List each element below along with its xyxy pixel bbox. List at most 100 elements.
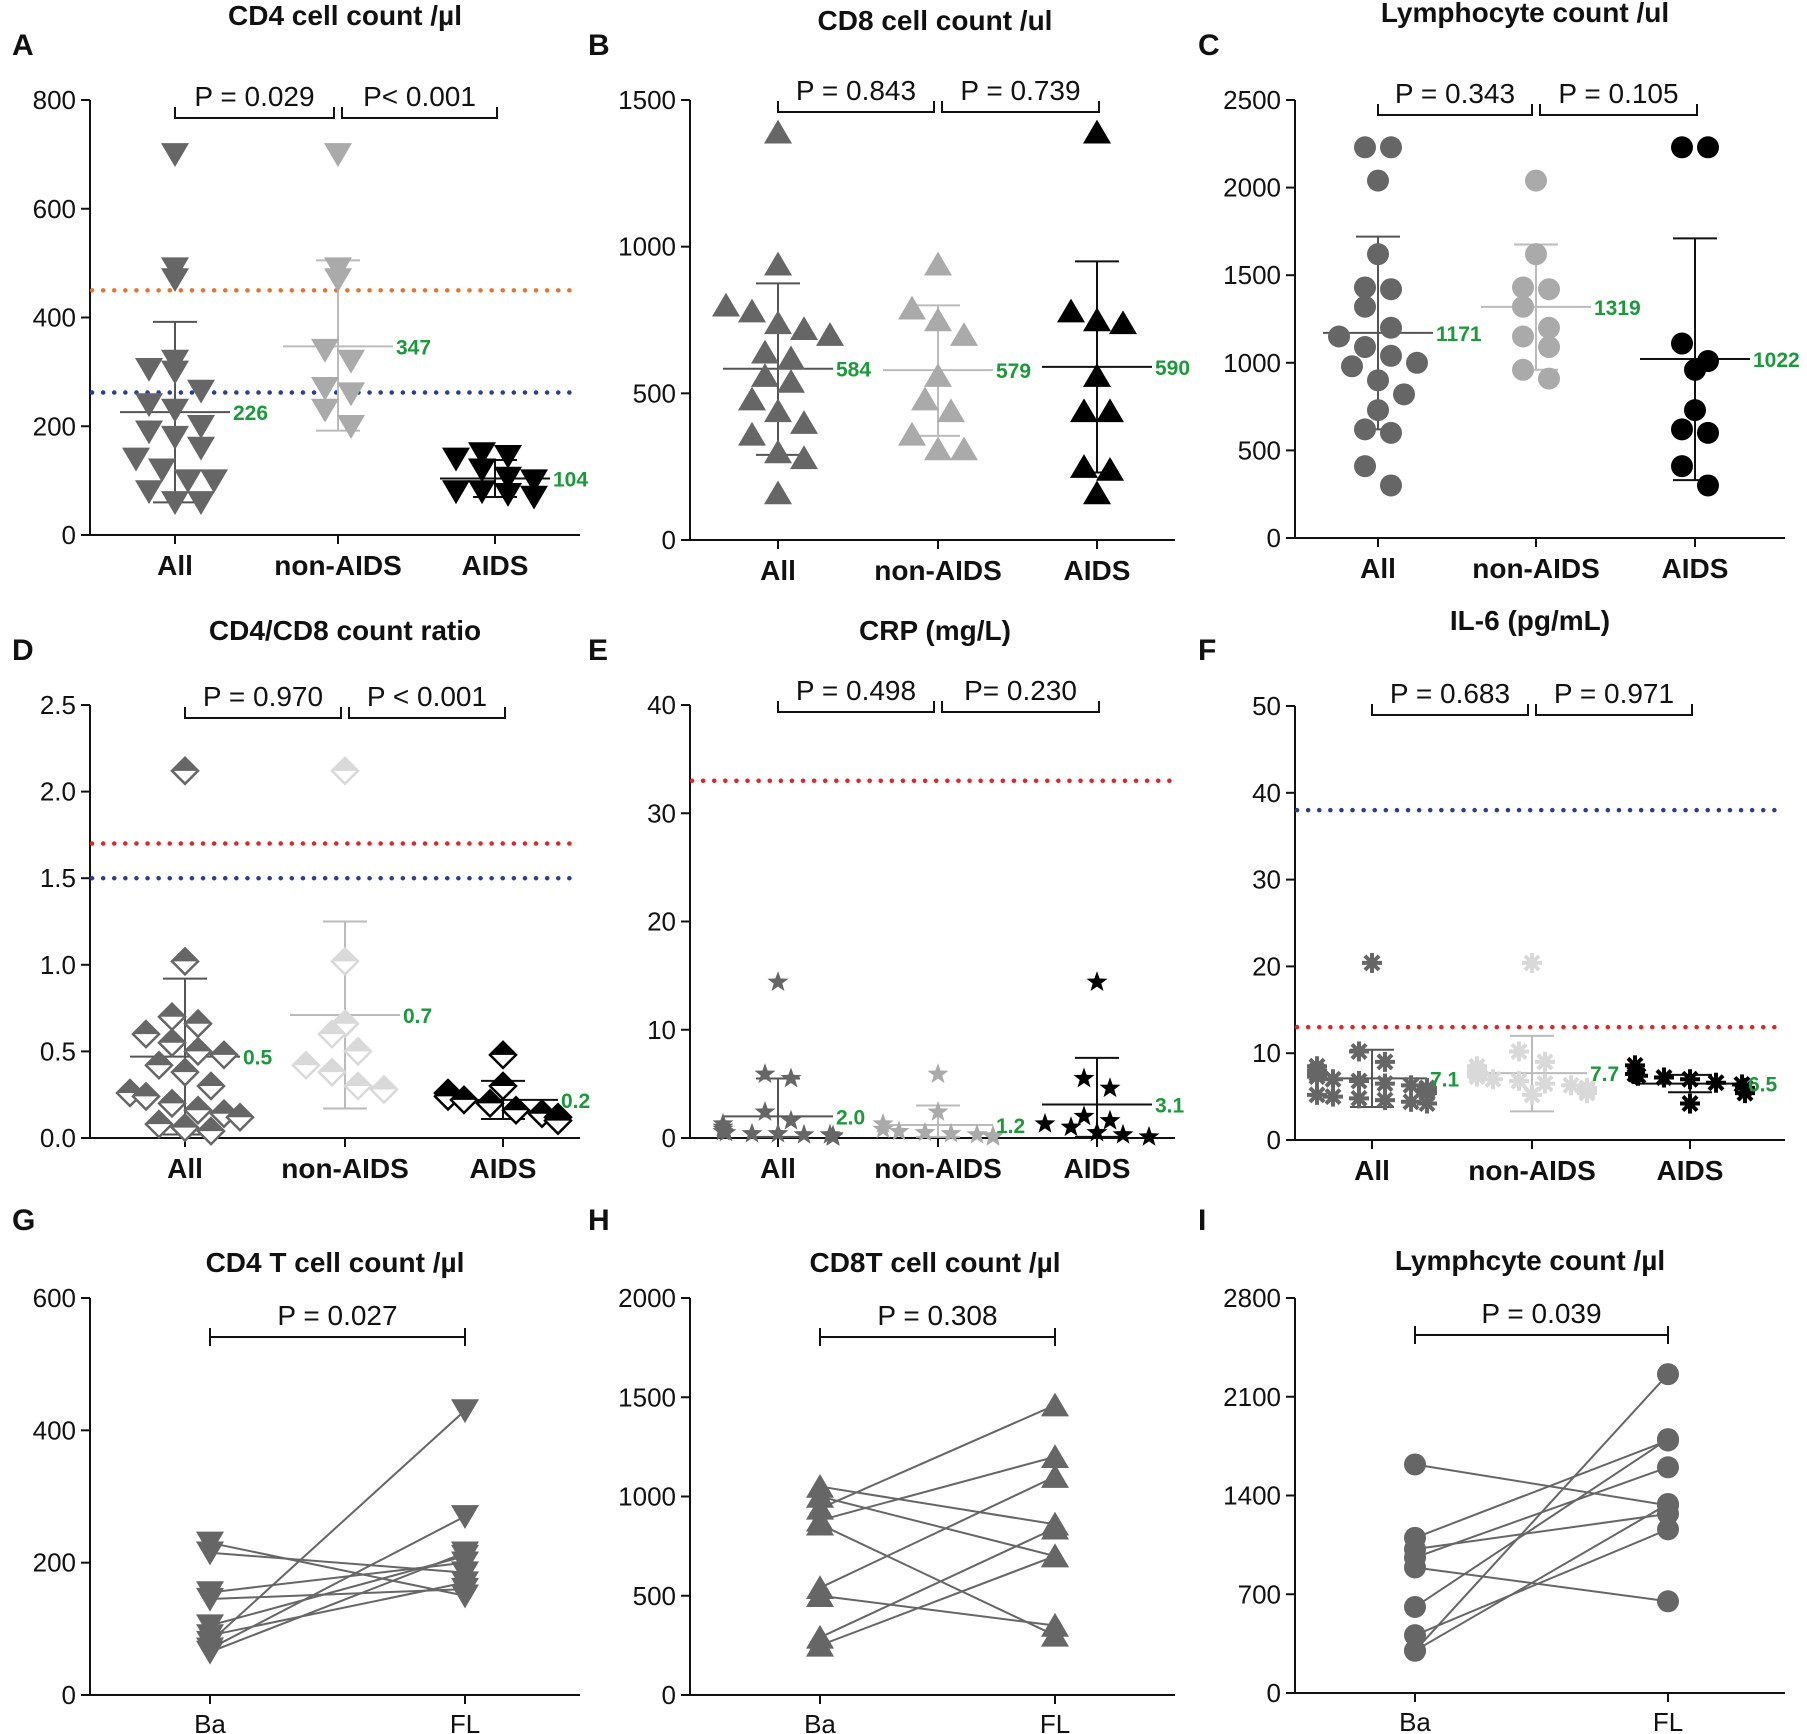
data-point: [1349, 1088, 1369, 1109]
data-point: [131, 1081, 161, 1112]
panel-title: CD8 cell count /ul: [818, 5, 1053, 36]
data-point: [144, 1109, 174, 1139]
paired-subject: [806, 1543, 1069, 1657]
data-point: [225, 1102, 255, 1132]
panel-E: E CRP (mg/L) 0 10 20 30 40 All non-AIDS AIDS 2.0 1.…: [588, 615, 1185, 1184]
data-point: [157, 1088, 187, 1119]
y-tick-label: 700: [1238, 1579, 1281, 1609]
data-point-stroke: [1562, 1076, 1580, 1094]
y-tick-label: 0: [1267, 1125, 1281, 1155]
series-all: 7.1: [1307, 952, 1460, 1114]
data-point: [1380, 474, 1402, 497]
data-point-top: [332, 948, 358, 962]
x-category-label: non-AIDS: [1472, 553, 1600, 584]
data-point-stroke: [1655, 1069, 1673, 1086]
data-point: [754, 1063, 776, 1083]
y-tick-label: 2500: [1223, 85, 1281, 115]
series-aids: 590: [1042, 119, 1190, 505]
data-point-stroke: [1523, 1086, 1541, 1104]
panel-F: F IL-6 (pg/mL) 0 10 20 30 40 50 All non-AIDS AIDS 7…: [1198, 605, 1788, 1186]
data-point: [1354, 336, 1376, 359]
data-point: [1367, 169, 1389, 192]
data-point: [1354, 136, 1376, 159]
y-tick-label: 800: [33, 85, 76, 115]
data-point: [764, 398, 792, 423]
data-point-top: [490, 1073, 516, 1087]
paired-line: [819, 1485, 1056, 1526]
data-point: [337, 349, 365, 374]
mean-value-label: 3.1: [1155, 1094, 1185, 1117]
data-point: [468, 458, 496, 483]
y-tick-label: 400: [33, 1415, 76, 1445]
data-point-top: [185, 1038, 211, 1052]
data-point-top: [435, 1083, 461, 1097]
data-point-fl: [1657, 1456, 1679, 1479]
data-point-stroke: [1324, 1070, 1342, 1088]
y-tick-label: 200: [33, 411, 76, 441]
y-tick-label: 0: [662, 1123, 676, 1153]
data-point: [1538, 316, 1560, 339]
data-point: [1406, 351, 1428, 374]
x-category-label: All: [760, 1153, 796, 1184]
p-value-label: P = 0.971: [1554, 678, 1674, 709]
mean-value-label: 584: [836, 359, 871, 382]
mean-value-label: 6.5: [1748, 1074, 1778, 1097]
data-point: [1654, 1067, 1674, 1088]
data-point: [1483, 1069, 1503, 1090]
data-point-top: [332, 1010, 358, 1024]
data-point: [741, 1122, 763, 1143]
data-point: [898, 421, 926, 446]
paired-line: [1414, 1438, 1669, 1608]
data-point-fl: [1041, 1515, 1069, 1540]
data-point-top: [159, 1003, 185, 1017]
x-category-label: Ba: [194, 1709, 226, 1734]
data-point: [1354, 455, 1376, 478]
x-category-label: All: [167, 1153, 203, 1184]
series-non-aids: 7.7: [1467, 952, 1619, 1113]
p-value-label: P = 0.029: [194, 81, 314, 112]
data-point: [1538, 278, 1560, 301]
data-point: [982, 1125, 1004, 1146]
panel-title: CD8T cell count /µl: [809, 1247, 1060, 1278]
mean-value-label: 0.2: [561, 1090, 590, 1113]
data-point: [924, 436, 952, 461]
data-point: [1509, 1070, 1529, 1091]
data-point: [488, 1040, 518, 1070]
data-point: [1099, 1109, 1121, 1130]
y-tick-label: 40: [647, 690, 676, 720]
data-point: [200, 469, 228, 494]
p-value-label: P < 0.001: [367, 681, 487, 712]
data-point-ba: [1404, 1595, 1426, 1618]
data-point: [494, 483, 522, 507]
paired-line: [209, 1555, 466, 1627]
data-point-ba: [806, 1483, 834, 1508]
paired-line: [819, 1455, 1056, 1522]
data-point: [1538, 336, 1560, 359]
paired-line: [819, 1475, 1056, 1589]
x-category-label: AIDS: [462, 550, 529, 581]
data-point: [520, 485, 548, 510]
panel-letter: D: [12, 634, 34, 667]
data-point: [543, 1105, 573, 1136]
data-point: [291, 1050, 321, 1081]
data-point: [738, 421, 766, 446]
data-point: [1307, 1066, 1327, 1087]
data-point: [715, 1121, 737, 1142]
data-point: [1509, 1041, 1529, 1062]
panel-title: CD4 T cell count /µl: [206, 1247, 465, 1278]
data-point: [1367, 369, 1389, 392]
mean-value-label: 347: [396, 336, 431, 359]
p-value-label: P = 0.039: [1481, 1298, 1601, 1329]
data-point-top: [227, 1104, 253, 1118]
p-value-label: P = 0.498: [796, 675, 916, 706]
paired-line: [1414, 1503, 1669, 1652]
data-point: [475, 1088, 505, 1119]
y-tick-label: 1.5: [40, 863, 76, 893]
mean-value-label: 1022: [1753, 349, 1800, 372]
y-tick-label: 10: [647, 1015, 676, 1045]
panel-B: B CD8 cell count /ul 0 500 1000 1500 All non-AI…: [588, 5, 1190, 586]
data-point: [1671, 418, 1693, 441]
data-point: [135, 420, 163, 445]
panel-title: IL-6 (pg/mL): [1450, 605, 1610, 636]
data-point: [1096, 457, 1124, 481]
